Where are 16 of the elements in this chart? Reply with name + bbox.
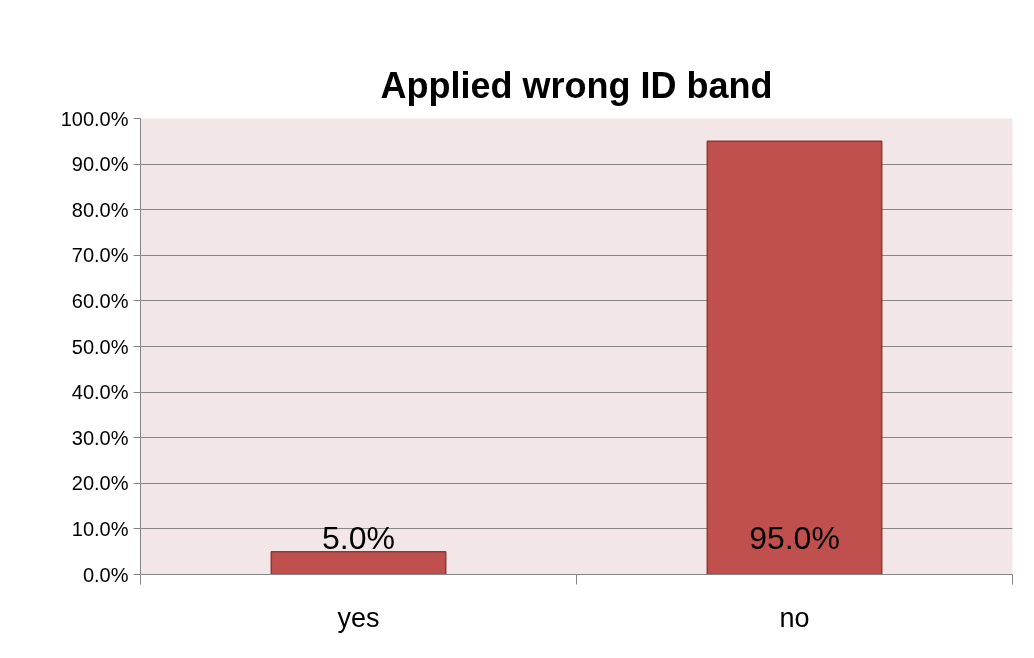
x-tick-label: no [779,602,810,633]
y-tick-label: 80.0% [71,198,129,221]
y-tick-label: 60.0% [71,289,129,312]
y-tick-label: 30.0% [71,426,129,449]
y-tick-label: 0.0% [82,563,129,586]
y-tick-label: 10.0% [71,517,129,540]
x-tick-label: yes [337,602,380,633]
y-tick-label: 100.0% [60,107,129,130]
data-label: 95.0% [749,519,840,556]
y-tick-label: 90.0% [71,153,129,176]
y-tick-label: 50.0% [71,335,129,358]
y-tick-label: 40.0% [71,381,129,404]
y-tick-label: 70.0% [71,244,129,267]
y-tick-label: 20.0% [71,472,129,495]
chart-title: Applied wrong ID band [380,65,773,106]
data-label: 5.0% [322,519,395,556]
